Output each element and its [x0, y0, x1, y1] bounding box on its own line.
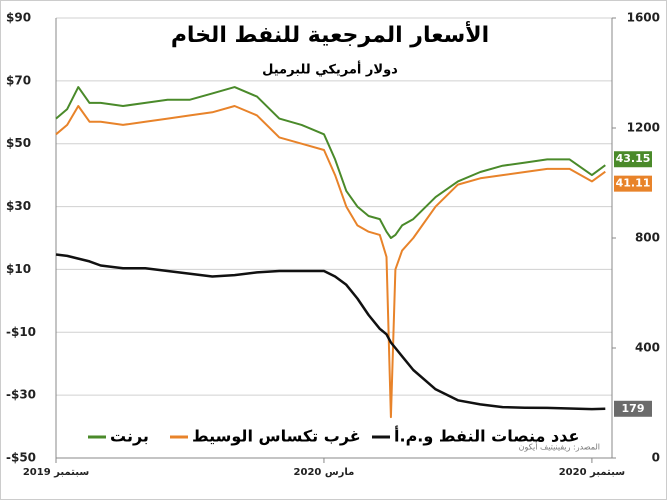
end-label-box [614, 400, 652, 417]
y-tick-label: -$50 [6, 451, 36, 465]
x-tick-label: سبتمبر 2019 [23, 467, 89, 478]
end-label: 179 [622, 402, 645, 415]
legend-label: غرب تكساس الوسيط [192, 427, 361, 446]
series-line [55, 105, 606, 419]
y-tick-label: $10 [6, 262, 31, 276]
series-line [55, 86, 606, 239]
y-tick-label: $70 [6, 73, 31, 87]
series-line [55, 253, 606, 411]
y2-tick-label: 0 [652, 451, 660, 465]
end-label-box [614, 175, 652, 192]
end-label: 43.15 [616, 152, 651, 165]
y-tick-label: -$30 [6, 388, 36, 402]
y-tick-label: $50 [6, 136, 31, 150]
chart-subtitle: دولار أمريكي للبرميل [262, 61, 398, 78]
y2-tick-label: 400 [635, 341, 660, 355]
x-tick-label: مارس 2020 [294, 467, 355, 478]
y-tick-label: $30 [6, 199, 31, 213]
end-label: 41.11 [616, 177, 651, 190]
y2-tick-label: 800 [635, 231, 660, 245]
source: المصدر: ريفينيتيف أيكون [519, 442, 600, 452]
y-tick-label: $90 [6, 11, 31, 25]
end-label-box [614, 151, 652, 168]
y2-tick-label: 1200 [627, 121, 660, 135]
y2-tick-label: 1600 [627, 11, 660, 25]
y-tick-label: -$10 [6, 325, 36, 339]
legend-label: برنت [110, 427, 149, 446]
x-tick-label: سبتمبر 2020 [559, 467, 625, 478]
legend-label: عدد منصات النفط و.م.أ [394, 426, 579, 446]
chart-title: الأسعار المرجعية للنفط الخام [171, 20, 489, 48]
